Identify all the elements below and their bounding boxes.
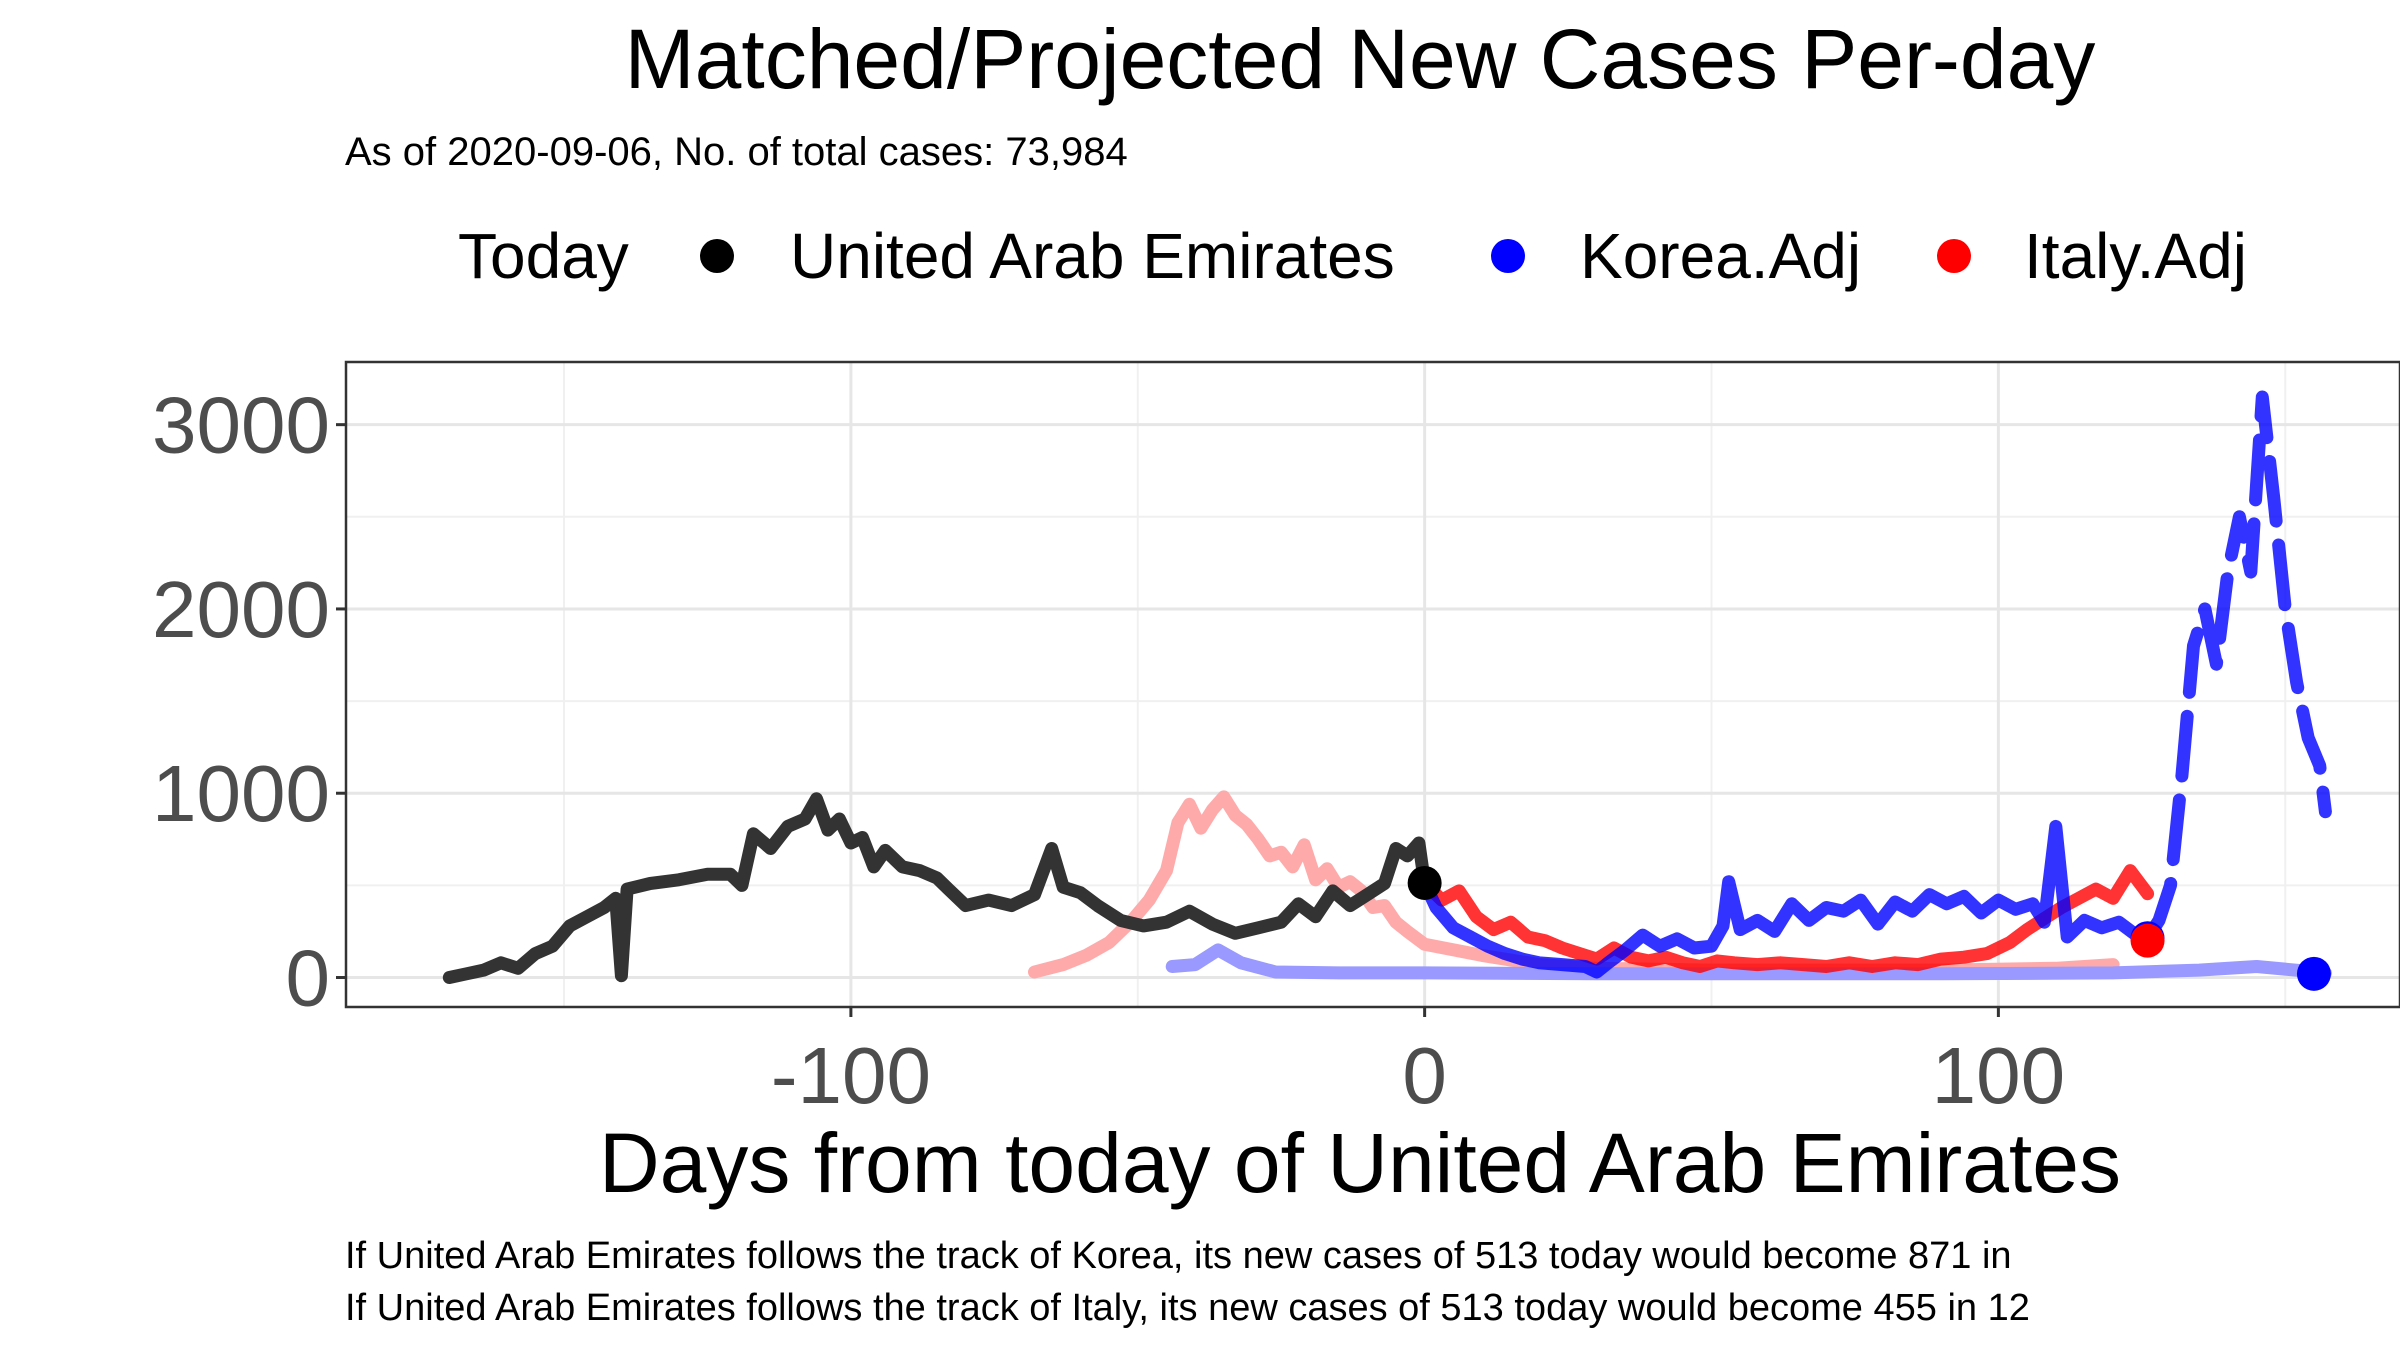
x-tick-label: -100 <box>771 1031 931 1120</box>
plot-panel <box>344 360 2400 1009</box>
chart-subtitle: As of 2020-09-06, No. of total cases: 73… <box>345 130 1128 174</box>
series-line-korea-adj-low <box>1165 943 2332 981</box>
y-tick-label: 1000 <box>152 749 330 838</box>
y-tick-label: 3000 <box>152 381 330 470</box>
legend-label-italy: Italy.Adj <box>2024 220 2247 292</box>
series-layer <box>442 390 2332 984</box>
legend-title: Today <box>458 220 629 292</box>
plot-border <box>344 360 2400 1009</box>
caption-line-2: If United Arab Emirates follows the trac… <box>345 1287 2030 1329</box>
legend-key-uae <box>700 239 734 273</box>
x-axis-title: Days from today of United Arab Emirates <box>599 1116 2121 1210</box>
caption-line-1: If United Arab Emirates follows the trac… <box>345 1235 2012 1277</box>
x-axis: -100 0 100 <box>771 1007 2065 1120</box>
series-line-korea-adj-projected <box>2141 390 2332 945</box>
today-marker-italy-adj <box>2130 923 2165 958</box>
legend-key-italy <box>1937 239 1971 273</box>
series-line-korea-adj <box>1418 819 2155 979</box>
y-axis: 0 1000 2000 3000 <box>152 381 346 1023</box>
today-marker-united-arab-emirates <box>1407 865 1442 900</box>
legend: Today United Arab Emirates Korea.Adj Ita… <box>458 220 2247 292</box>
x-tick-label: 100 <box>1932 1031 2065 1120</box>
chart-title: Matched/Projected New Cases Per-day <box>625 12 2096 106</box>
legend-label-uae: United Arab Emirates <box>790 220 1395 292</box>
legend-key-korea <box>1491 239 1525 273</box>
x-tick-label: 0 <box>1402 1031 1447 1120</box>
today-marker-korea-adj <box>2296 956 2331 991</box>
y-tick-label: 2000 <box>152 565 330 654</box>
legend-label-korea: Korea.Adj <box>1580 220 1861 292</box>
y-tick-label: 0 <box>286 934 331 1023</box>
today-markers <box>1407 865 2331 991</box>
series-line-united-arab-emirates <box>442 792 1432 984</box>
